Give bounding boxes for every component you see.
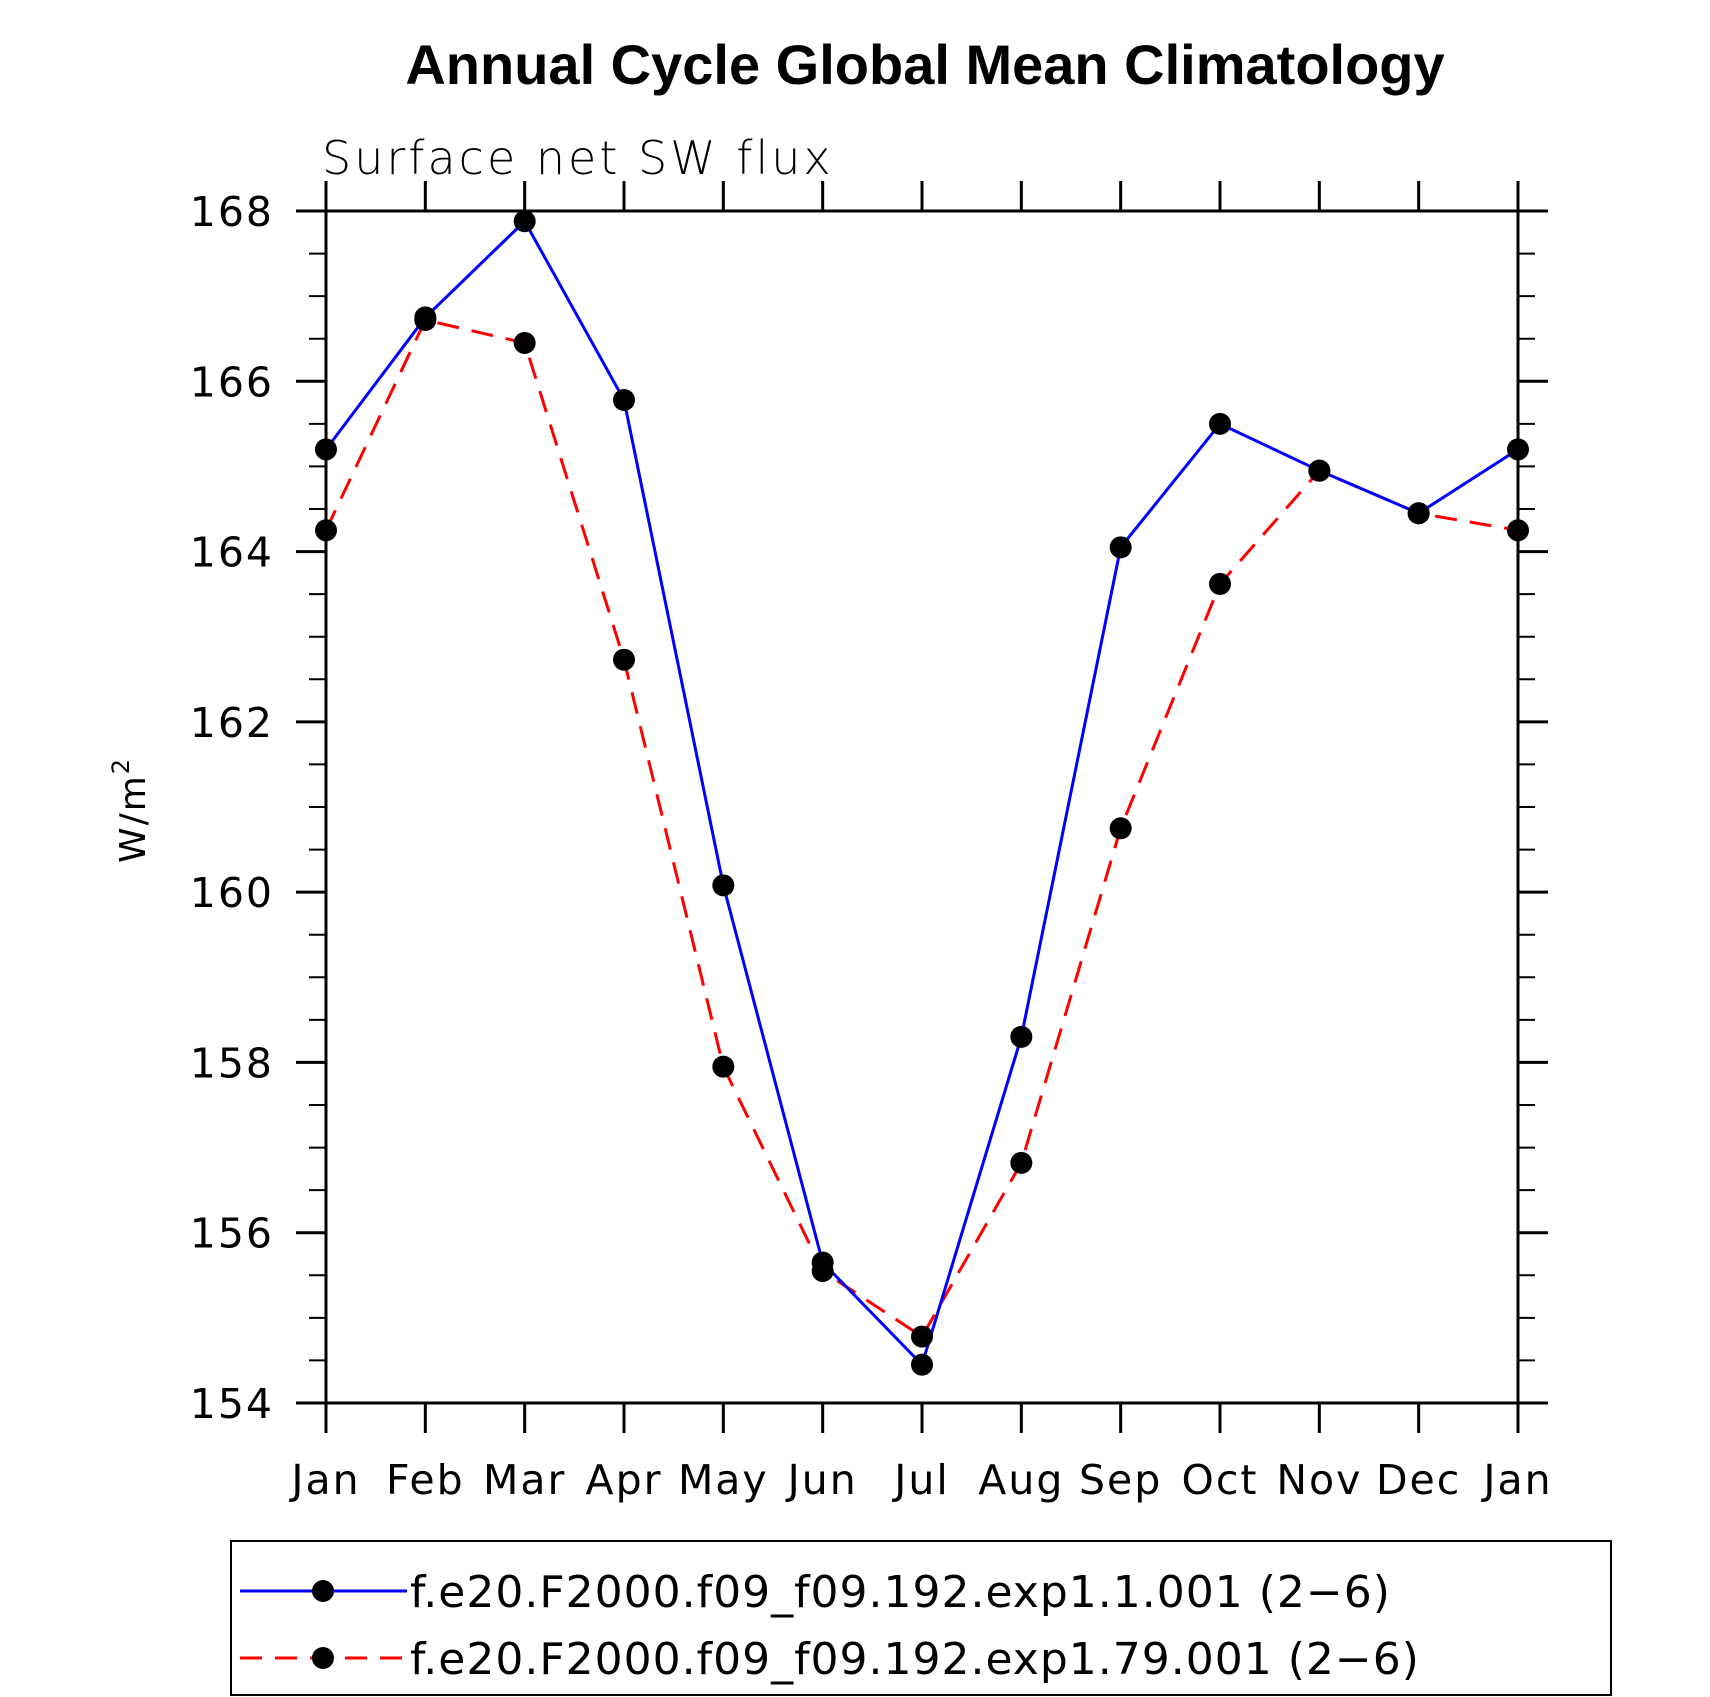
y-tick-label: 166 <box>190 358 274 406</box>
legend-label-1: f.e20.F2000.f09_f09.192.exp1.1.001 (2−6) <box>410 1567 1391 1618</box>
x-tick-label: Sep <box>1079 1456 1162 1504</box>
x-tick-label: Jul <box>891 1456 949 1504</box>
data-point-series-2 <box>513 331 536 354</box>
x-tick-label: Oct <box>1182 1456 1259 1504</box>
series-line-1 <box>324 218 1519 1368</box>
data-point-series-2 <box>1109 817 1132 840</box>
data-point-series-2 <box>1407 502 1430 525</box>
data-point-series-2 <box>911 1325 933 1348</box>
axis-ticks <box>296 181 1548 1433</box>
series-points <box>315 210 1529 1376</box>
y-tick-label: 164 <box>190 529 274 577</box>
x-tick-label: Jun <box>785 1456 858 1504</box>
data-point-series-1 <box>1209 412 1231 435</box>
y-tick-labels: 154 156 158 160 162 164 166 168 <box>190 188 274 1428</box>
chart-title: Annual Cycle Global Mean Climatology <box>405 33 1444 96</box>
x-tick-label: Mar <box>483 1456 566 1504</box>
data-point-series-2 <box>1507 519 1529 542</box>
x-tick-label: Nov <box>1276 1456 1362 1504</box>
data-point-series-1 <box>513 210 536 233</box>
chart-subtitle: Surface net SW flux <box>322 131 834 185</box>
legend-label-2: f.e20.F2000.f09_f09.192.exp1.79.001 (2−6… <box>410 1634 1420 1685</box>
legend-marker-2 <box>312 1647 334 1669</box>
x-tick-label: Feb <box>386 1456 465 1504</box>
data-point-series-2 <box>414 308 437 331</box>
y-tick-label: 160 <box>190 869 274 917</box>
data-point-series-2 <box>1209 572 1231 595</box>
y-tick-label: 154 <box>190 1380 274 1428</box>
y-tick-label: 156 <box>190 1210 274 1258</box>
y-tick-label: 158 <box>190 1039 274 1087</box>
data-point-series-1 <box>315 438 337 461</box>
x-tick-label: Jan <box>1480 1456 1552 1504</box>
data-point-series-1 <box>911 1353 933 1376</box>
y-axis-label: W/m2 <box>107 757 154 863</box>
series-line-2 <box>324 318 1519 1339</box>
data-point-series-2 <box>712 1055 735 1078</box>
x-tick-label: May <box>678 1456 769 1504</box>
x-tick-label: Aug <box>978 1456 1064 1504</box>
series-lines <box>324 218 1519 1368</box>
legend-entries: f.e20.F2000.f09_f09.192.exp1.1.001 (2−6)… <box>240 1567 1420 1685</box>
plot-frame <box>324 209 1520 1405</box>
x-tick-label: Dec <box>1376 1456 1461 1504</box>
data-point-series-1 <box>1507 438 1529 461</box>
plot-area: 154 156 158 160 162 164 166 168 Jan Feb Mar Apr May… <box>190 181 1552 1504</box>
x-tick-label: Jan <box>288 1456 360 1504</box>
x-tick-label: Apr <box>586 1456 663 1504</box>
legend: f.e20.F2000.f09_f09.192.exp1.1.001 (2−6)… <box>230 1540 1612 1696</box>
data-point-series-2 <box>811 1260 834 1283</box>
y-tick-label: 162 <box>190 699 274 747</box>
x-tick-labels: Jan Feb Mar Apr May Jun Jul Aug Sep Oct Nov Dec Jan <box>288 1456 1552 1504</box>
legend-marker-1 <box>312 1580 334 1602</box>
data-point-series-1 <box>1109 536 1132 559</box>
data-point-series-2 <box>1308 459 1331 482</box>
data-point-series-2 <box>1010 1151 1033 1174</box>
data-point-series-2 <box>315 519 337 542</box>
y-tick-label: 168 <box>190 188 274 236</box>
data-point-series-1 <box>1010 1025 1033 1048</box>
data-point-series-1 <box>613 389 635 412</box>
data-point-series-2 <box>613 648 635 671</box>
data-point-series-1 <box>712 874 735 897</box>
legend-box <box>230 1540 1612 1696</box>
